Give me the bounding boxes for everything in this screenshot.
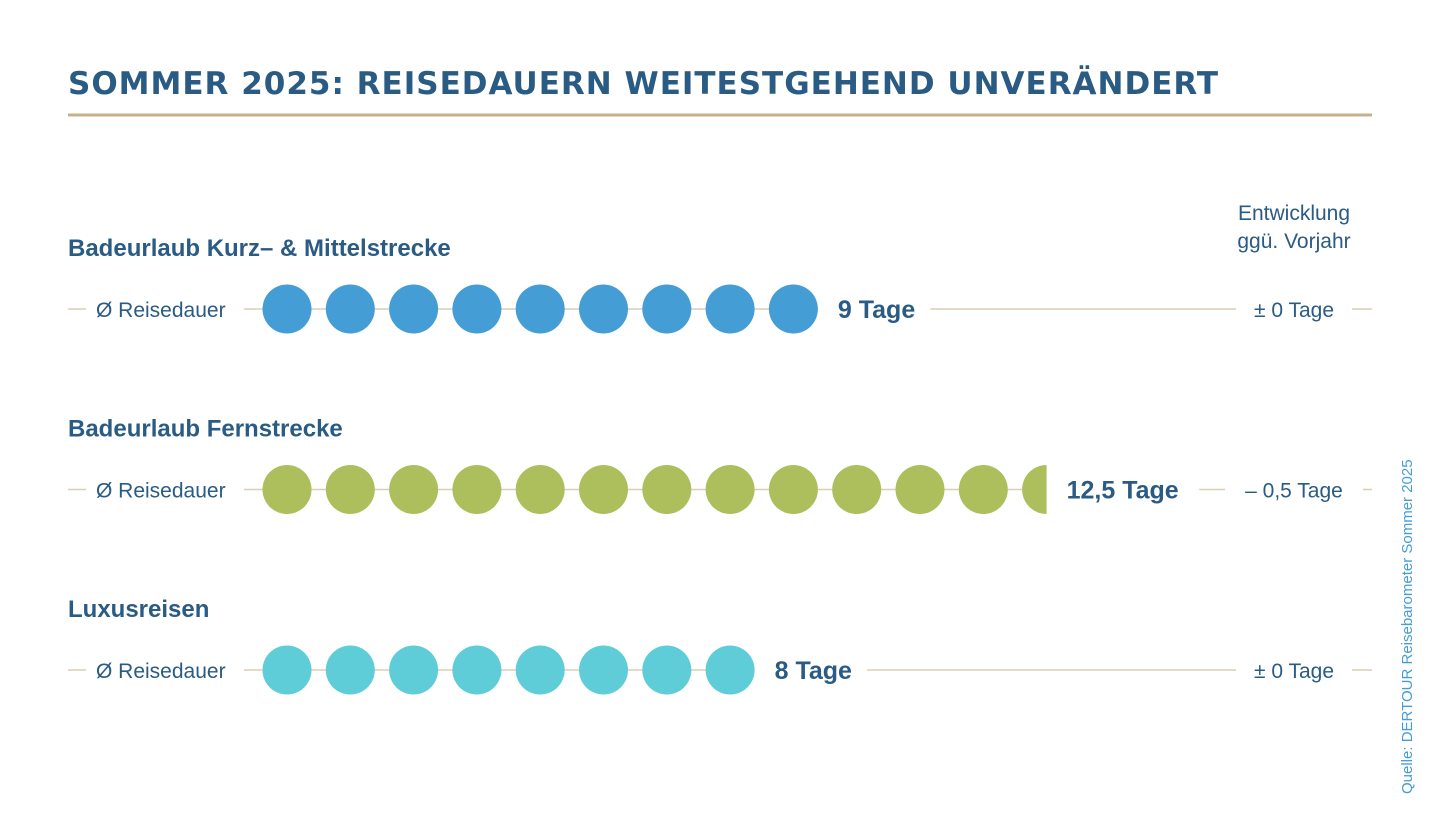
- day-dot: [262, 284, 312, 334]
- series-name: Badeurlaub Fernstrecke: [68, 416, 343, 443]
- day-dot: [895, 465, 945, 514]
- day-dot: [705, 284, 755, 334]
- day-dot: [515, 284, 565, 334]
- day-dot: [389, 465, 439, 514]
- day-dot: [389, 645, 439, 695]
- day-dot: [768, 284, 818, 334]
- day-dot: [325, 645, 375, 695]
- change-label: – 0,5 Tage: [1245, 480, 1343, 503]
- half-day-dot: [1022, 465, 1047, 514]
- row-label: Ø Reisedauer: [96, 660, 226, 683]
- chart-title: SOMMER 2025: REISEDAUERN WEITESTGEHEND U…: [68, 66, 1219, 102]
- day-dot: [262, 645, 312, 695]
- day-dot: [515, 465, 565, 514]
- day-dot: [642, 645, 692, 695]
- row-label: Ø Reisedauer: [96, 480, 226, 503]
- day-dot: [832, 465, 882, 514]
- day-dot: [325, 465, 375, 514]
- series-row-2: Badeurlaub Fernstrecke Ø Reisedauer 12,5 T…: [68, 416, 1372, 514]
- day-dot: [642, 465, 692, 514]
- column-header-line-1: Entwicklung: [1238, 202, 1350, 225]
- source-note: Quelle: DERTOUR Reisebarometer Sommer 20…: [1399, 459, 1416, 794]
- series-row-1: Badeurlaub Kurz– & Mittelstrecke Ø Reised…: [68, 235, 1372, 334]
- day-dot: [768, 465, 818, 514]
- change-label: ± 0 Tage: [1254, 660, 1334, 683]
- day-dot: [452, 465, 502, 514]
- change-label: ± 0 Tage: [1254, 299, 1334, 322]
- day-dot: [705, 465, 755, 514]
- value-label: 8 Tage: [775, 657, 852, 685]
- series-name: Badeurlaub Kurz– & Mittelstrecke: [68, 235, 451, 262]
- day-dot: [705, 645, 755, 695]
- day-dot: [452, 284, 502, 334]
- day-dot: [325, 284, 375, 334]
- day-dot: [579, 645, 628, 695]
- day-dot: [262, 465, 312, 514]
- day-dot: [389, 284, 439, 334]
- value-label: 9 Tage: [838, 296, 915, 324]
- day-dot: [642, 284, 692, 334]
- day-dot: [958, 465, 1008, 514]
- series-name: Luxusreisen: [68, 596, 209, 623]
- day-dot: [452, 645, 502, 695]
- day-dot: [579, 465, 628, 514]
- day-dot: [579, 284, 628, 334]
- series-row-3: Luxusreisen Ø Reisedauer 8 Tage ± 0 Tage: [68, 596, 1372, 695]
- day-dot: [515, 645, 565, 695]
- value-label: 12,5 Tage: [1067, 477, 1179, 505]
- column-header-line-2: ggü. Vorjahr: [1237, 230, 1350, 253]
- row-label: Ø Reisedauer: [96, 299, 226, 322]
